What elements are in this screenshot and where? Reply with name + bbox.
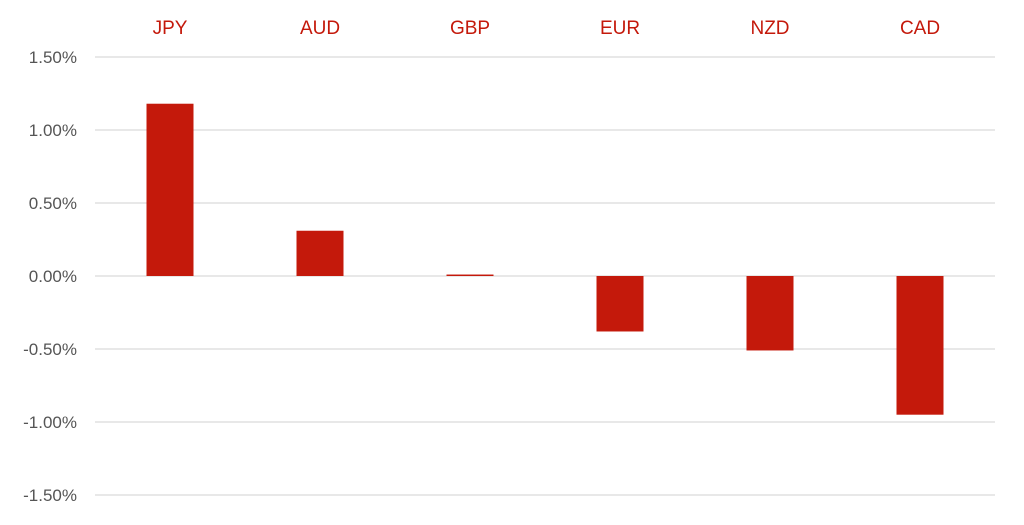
category-label-aud: AUD <box>300 18 340 39</box>
bar-jpy <box>146 103 194 276</box>
y-tick-label: -0.50% <box>23 340 77 359</box>
y-tick-label: -1.00% <box>23 413 77 432</box>
category-label-nzd: NZD <box>750 18 789 39</box>
bars <box>146 103 944 415</box>
bar-gbp <box>446 274 494 276</box>
gridlines <box>95 56 995 496</box>
bar-eur <box>596 276 644 332</box>
y-tick-label: 1.50% <box>29 48 77 67</box>
category-label-eur: EUR <box>600 18 640 39</box>
category-label-jpy: JPY <box>153 18 188 39</box>
y-tick-label: -1.50% <box>23 486 77 505</box>
bar-cad <box>896 276 944 415</box>
y-tick-label: 1.00% <box>29 121 77 140</box>
category-label-gbp: GBP <box>450 18 490 39</box>
bar-aud <box>296 230 344 276</box>
y-axis-tick-labels: 1.50% 1.00% 0.50% 0.00% -0.50% -1.00% -1.50% <box>23 48 77 505</box>
y-tick-label: 0.50% <box>29 194 77 213</box>
category-labels: JPY AUD GBP EUR NZD CAD <box>153 18 940 39</box>
y-tick-label: 0.00% <box>29 267 77 286</box>
bar-nzd <box>746 276 794 351</box>
category-label-cad: CAD <box>900 18 940 39</box>
